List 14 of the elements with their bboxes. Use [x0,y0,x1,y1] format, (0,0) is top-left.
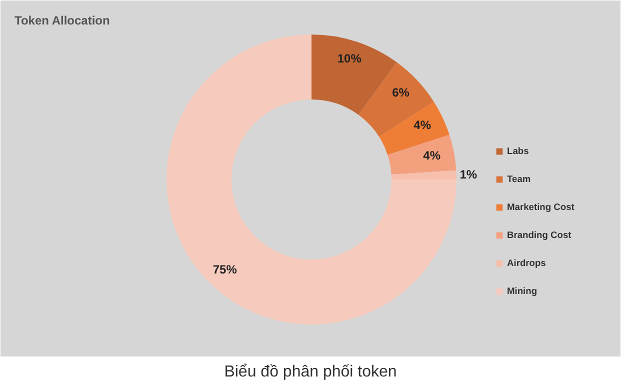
data-label: 6% [392,85,410,100]
data-label: 1% [460,167,478,182]
legend-label: Labs [507,146,529,156]
legend-label: Branding Cost [507,230,572,240]
text: Biểu đồ phân phối token [224,364,397,380]
data-label: 4% [414,118,432,132]
data-label: 75% [212,262,238,277]
text: Token Allocation [14,14,110,28]
legend-label: Marketing Cost [507,202,574,212]
legend-label: Airdrops [507,258,546,268]
legend-label: Team [507,174,531,184]
legend-label: Mining [507,286,538,296]
data-label: 10% [337,51,362,66]
data-label: 4% [423,148,441,163]
